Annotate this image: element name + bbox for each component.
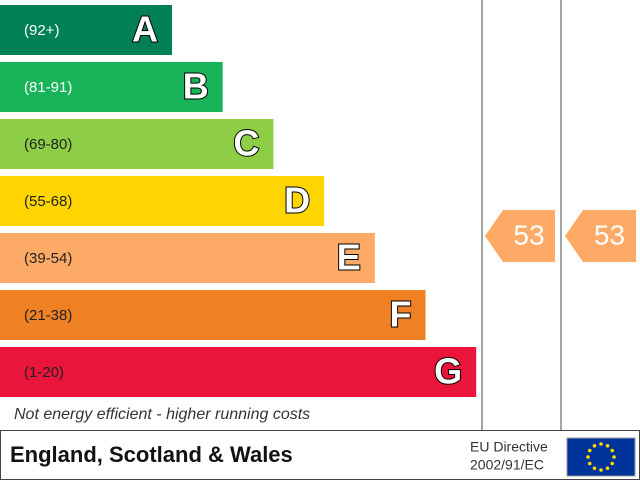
band-range: (55-68) <box>24 193 72 210</box>
directive: EU Directive <box>470 439 548 455</box>
star <box>605 443 610 448</box>
star <box>610 448 615 453</box>
band <box>0 290 426 340</box>
star <box>587 448 592 453</box>
star <box>586 455 590 459</box>
star <box>599 442 603 446</box>
band-letter: B <box>183 66 209 107</box>
band-range: (1-20) <box>24 364 64 381</box>
band <box>0 176 325 226</box>
band-letter: D <box>284 180 310 221</box>
star <box>612 455 616 459</box>
band <box>0 347 477 397</box>
star <box>587 461 592 466</box>
band-letter: F <box>390 294 412 335</box>
band <box>0 119 274 169</box>
band-letter: E <box>337 237 361 278</box>
band-range: (21-38) <box>24 307 72 324</box>
band-range: (69-80) <box>24 136 72 153</box>
star <box>592 443 597 448</box>
star <box>592 466 597 471</box>
band <box>0 62 223 112</box>
directive: 2002/91/EC <box>470 457 544 473</box>
band-range: (92+) <box>24 22 59 39</box>
rating-arrow <box>485 210 555 262</box>
band-range: (81-91) <box>24 79 72 96</box>
band-letter: C <box>233 123 259 164</box>
star <box>599 468 603 472</box>
rating-value: 53 <box>594 219 625 250</box>
band <box>0 233 375 283</box>
band-letter: G <box>434 351 462 392</box>
footnote: Not energy efficient - higher running co… <box>14 406 310 423</box>
rating-value: 53 <box>513 219 544 250</box>
band-letter: A <box>132 9 158 50</box>
band <box>0 5 172 55</box>
star <box>610 461 615 466</box>
rating-arrow <box>565 210 636 262</box>
eu-flag <box>566 437 636 477</box>
region: England, Scotland & Wales <box>10 442 293 467</box>
band-range: (39-54) <box>24 250 72 267</box>
star <box>605 466 610 471</box>
